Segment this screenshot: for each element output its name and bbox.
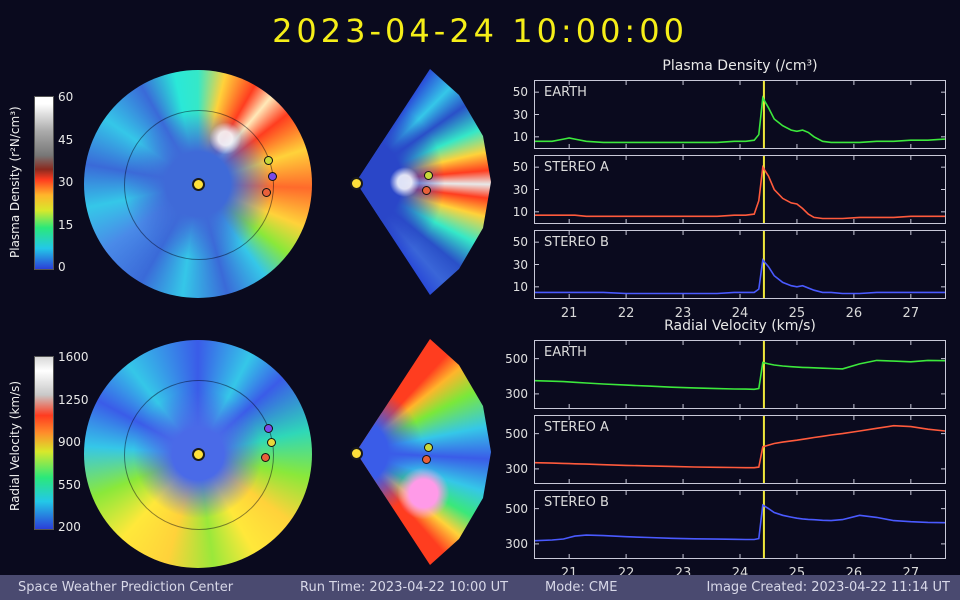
stereo-a-velocity-panel: STEREO A bbox=[534, 415, 946, 484]
velocity-colorbar-label: Radial Velocity (km/s) bbox=[8, 380, 22, 512]
spacecraft-marker bbox=[422, 186, 431, 195]
sun-marker bbox=[350, 447, 363, 460]
density-colorbar bbox=[34, 96, 54, 270]
panel-label: STEREO B bbox=[544, 495, 609, 510]
density-timeseries-group: Plasma Density (/cm³) 10 30 50 EARTH 10 30 5… bbox=[500, 58, 946, 321]
colorbar-tick: 900 bbox=[58, 435, 81, 449]
panel-label: EARTH bbox=[544, 85, 587, 100]
spacecraft-marker bbox=[262, 188, 271, 197]
stereo-b-velocity-panel: STEREO B bbox=[534, 490, 946, 559]
timestamp-title: 2023-04-24 10:00:00 bbox=[272, 12, 688, 50]
colorbar-tick: 0 bbox=[58, 260, 66, 274]
panel-label: EARTH bbox=[544, 345, 587, 360]
density-colorbar-label: Plasma Density (r²N/cm³) bbox=[8, 106, 22, 258]
density-colorbar-ticks: 60 45 30 15 0 bbox=[58, 90, 88, 274]
y-axis-labels: 300 500 bbox=[505, 426, 528, 476]
status-run-time: Run Time: 2023-04-22 10:00 UT bbox=[300, 580, 509, 595]
status-bar: Space Weather Prediction Center Run Time… bbox=[0, 575, 960, 600]
x-axis-labels: 21 22 23 24 25 26 27 bbox=[560, 306, 920, 321]
y-axis-labels: 300 500 bbox=[505, 501, 528, 551]
panel-label: STEREO A bbox=[544, 160, 609, 175]
velocity-meridional-map bbox=[356, 339, 491, 565]
velocity-colorbar-ticks: 1600 1250 900 550 200 bbox=[58, 350, 89, 534]
colorbar-tick: 550 bbox=[58, 477, 81, 492]
status-mode: Mode: CME bbox=[545, 580, 618, 595]
y-axis-labels: 300 500 bbox=[505, 351, 528, 401]
colorbar-tick: 30 bbox=[58, 175, 74, 189]
velocity-colorbar bbox=[34, 356, 54, 530]
stereo-b-density-panel: STEREO B bbox=[534, 230, 946, 299]
spacecraft-marker bbox=[264, 156, 273, 165]
colorbar-tick: 1250 bbox=[58, 392, 89, 407]
density-meridional-map bbox=[356, 69, 491, 295]
earth-orbit-ring bbox=[123, 109, 275, 261]
spacecraft-marker bbox=[268, 172, 277, 181]
spacecraft-marker bbox=[267, 438, 276, 447]
y-axis-labels: 10 30 50 bbox=[512, 235, 528, 294]
y-axis-labels: 10 30 50 bbox=[512, 85, 528, 144]
earth-orbit-ring bbox=[123, 379, 275, 531]
sun-marker bbox=[192, 178, 205, 191]
earth-density-panel: EARTH bbox=[534, 80, 946, 149]
spacecraft-marker bbox=[422, 455, 431, 464]
colorbar-tick: 1600 bbox=[58, 350, 89, 364]
velocity-timeseries-group: Radial Velocity (km/s) 300 500 EARTH 300 5… bbox=[500, 318, 946, 581]
sun-marker bbox=[350, 177, 363, 190]
sun-marker bbox=[192, 448, 205, 461]
spacecraft-marker bbox=[261, 453, 270, 462]
stereo-a-density-panel: STEREO A bbox=[534, 155, 946, 224]
colorbar-tick: 45 bbox=[58, 132, 74, 147]
spacecraft-marker bbox=[424, 443, 433, 452]
colorbar-tick: 200 bbox=[58, 520, 81, 534]
chart-title-density: Plasma Density (/cm³) bbox=[662, 58, 818, 74]
y-axis-labels: 10 30 50 bbox=[512, 160, 528, 219]
status-center-name: Space Weather Prediction Center bbox=[18, 580, 234, 595]
spacecraft-marker bbox=[424, 171, 433, 180]
colorbar-tick: 60 bbox=[58, 90, 74, 104]
earth-velocity-panel: EARTH bbox=[534, 340, 946, 409]
status-image-created: Image Created: 2023-04-22 11:14 UT bbox=[706, 580, 950, 595]
panel-label: STEREO A bbox=[544, 420, 609, 435]
colorbar-tick: 15 bbox=[58, 217, 74, 232]
panel-label: STEREO B bbox=[544, 235, 609, 250]
spacecraft-marker bbox=[264, 424, 273, 433]
chart-title-velocity: Radial Velocity (km/s) bbox=[664, 318, 816, 334]
